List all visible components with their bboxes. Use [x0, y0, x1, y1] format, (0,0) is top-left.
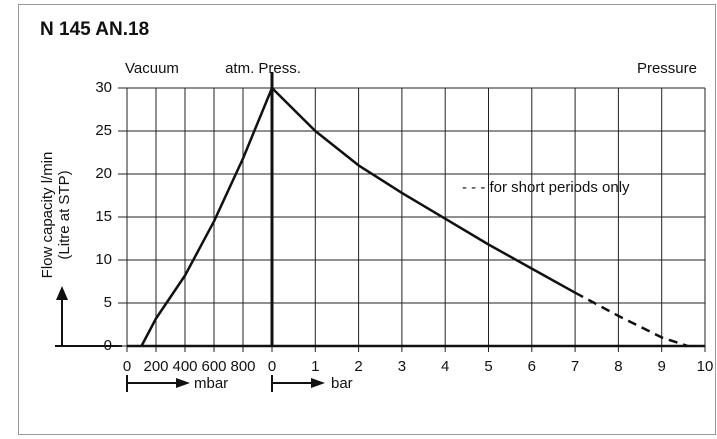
y-axis-label: Flow capacity l/min (Litre at STP)	[39, 152, 73, 279]
y-tick-label: 25	[95, 122, 112, 139]
x-tick-label: 5	[484, 358, 492, 375]
x-tick-label: 600	[201, 358, 226, 375]
region-label: Pressure	[637, 60, 697, 77]
x-tick-label: 2	[354, 358, 362, 375]
y-axis-label-line: Flow capacity l/min	[39, 152, 56, 279]
x-tick-label: 800	[230, 358, 255, 375]
y-tick-label: 30	[95, 79, 112, 96]
y-axis-label-line: (Litre at STP)	[56, 170, 73, 259]
y-tick-label: 0	[104, 337, 112, 354]
x-tick-label: 0	[268, 358, 276, 375]
y-tick-label: 5	[104, 294, 112, 311]
x-tick-label: 7	[571, 358, 579, 375]
curve	[574, 291, 689, 348]
x-tick-label: 4	[441, 358, 449, 375]
note: - - - for short periods only	[462, 179, 630, 196]
x-tick-label: 9	[658, 358, 666, 375]
x-tick-label: 10	[697, 358, 714, 375]
x-tick-label: 200	[143, 358, 168, 375]
x-tick-label: 3	[398, 358, 406, 375]
region-label: Vacuum	[125, 60, 179, 77]
x-tick-label: 0	[123, 358, 131, 375]
x-tick-label: 8	[614, 358, 622, 375]
curve	[140, 87, 274, 347]
y-tick-label: 20	[95, 165, 112, 182]
x-arrows	[126, 375, 325, 392]
x-axis-label: mbar	[194, 375, 228, 392]
x-axis-label: bar	[331, 375, 353, 392]
y-tick-label: 10	[95, 251, 112, 268]
y-arrow	[55, 286, 122, 347]
region-label: atm. Press.	[225, 60, 301, 77]
x-tick-label: 400	[172, 358, 197, 375]
frame	[18, 4, 716, 435]
chart-title: N 145 AN.18	[40, 19, 149, 40]
curve	[271, 87, 576, 294]
x-tick-label: 6	[528, 358, 536, 375]
x-tick-label: 1	[311, 358, 319, 375]
y-tick-label: 15	[95, 208, 112, 225]
